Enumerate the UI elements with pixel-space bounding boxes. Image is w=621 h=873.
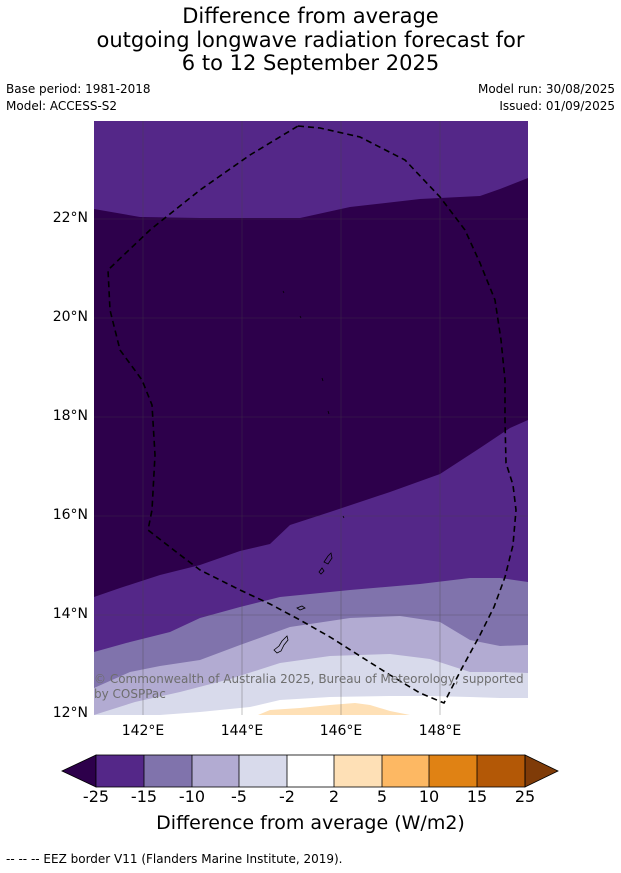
northern-island-4 [299, 315, 302, 319]
band-p2-p5 [258, 703, 410, 715]
colorbar-label: Difference from average (W/m2) [156, 812, 465, 834]
lat-tick-14: 14°N [52, 606, 88, 622]
colorbar-seg-m10-m5 [192, 755, 239, 787]
colorbar-extend-low [61, 754, 97, 788]
colorbar-seg-p10-p15 [429, 755, 477, 787]
meta-left: Base period: 1981-2018 Model: ACCESS-S2 [6, 81, 151, 115]
title-line-2: outgoing longwave radiation forecast for [96, 27, 525, 52]
base-period: Base period: 1981-2018 [6, 82, 151, 96]
lat-tick-12: 12°N [52, 705, 88, 721]
colorbar-tick-5: 5 [376, 787, 388, 806]
eez-border [107, 125, 517, 705]
colorbar-extend-high [524, 754, 559, 788]
lat-tick-18: 18°N [52, 408, 88, 424]
lat-tick-20: 20°N [52, 309, 88, 325]
colorbar-tick--15: -15 [130, 787, 158, 806]
colorbar-tick-25: 25 [514, 787, 536, 806]
colorbar-seg-m2-p2 [287, 755, 334, 787]
map-title: Difference from average outgoing longwav… [0, 4, 621, 76]
colorbar-seg-p15-p25 [477, 755, 525, 787]
colorbar-tick-10: 10 [418, 787, 440, 806]
colorbar-seg-m25-m15 [96, 755, 144, 787]
colorbar-tick-15: 15 [466, 787, 488, 806]
mariana-islands [273, 290, 345, 654]
title-line-3: 6 to 12 September 2025 [181, 51, 440, 75]
issued-date: Issued: 01/09/2025 [499, 99, 615, 113]
tinian-island [318, 567, 325, 575]
saipan-island [323, 552, 333, 565]
colorbar-seg-m5-m2 [239, 755, 287, 787]
lon-tick-146: 146°E [319, 723, 363, 739]
colorbar-seg-p5-p10 [382, 755, 429, 787]
meta-right: Model run: 30/08/2025 Issued: 01/09/2025 [478, 81, 615, 115]
colorbar-tick--5: -5 [231, 787, 247, 806]
gridlines [94, 121, 528, 715]
northern-island-1 [342, 515, 345, 519]
colorbar-tick--2: -2 [279, 787, 295, 806]
colorbar-tick--25: -25 [82, 787, 110, 806]
copyright-notice: © Commonwealth of Australia 2025, Bureau… [94, 672, 524, 701]
rota-island [296, 605, 306, 611]
lon-tick-142: 142°E [121, 723, 165, 739]
title-line-1: Difference from average [182, 4, 439, 28]
lon-tick-144: 144°E [220, 723, 264, 739]
northern-island-2 [327, 410, 330, 415]
model-name: Model: ACCESS-S2 [6, 99, 118, 113]
guam-island [273, 635, 289, 654]
model-run: Model run: 30/08/2025 [477, 82, 615, 96]
eez-footnote: -- -- -- EEZ border V11 (Flanders Marine… [6, 852, 343, 866]
band-lt-minus25 [94, 178, 528, 597]
lon-tick-148: 148°E [418, 723, 462, 739]
northern-island-3 [321, 377, 324, 382]
colorbar-seg-m15-m10 [144, 755, 192, 787]
colorbar-tick--10: -10 [178, 787, 206, 806]
colorbar-tick-2: 2 [328, 787, 340, 806]
lat-tick-22: 22°N [52, 210, 88, 226]
lat-tick-16: 16°N [52, 507, 88, 523]
northern-island-5 [282, 290, 285, 294]
colorbar-seg-p2-p5 [334, 755, 382, 787]
